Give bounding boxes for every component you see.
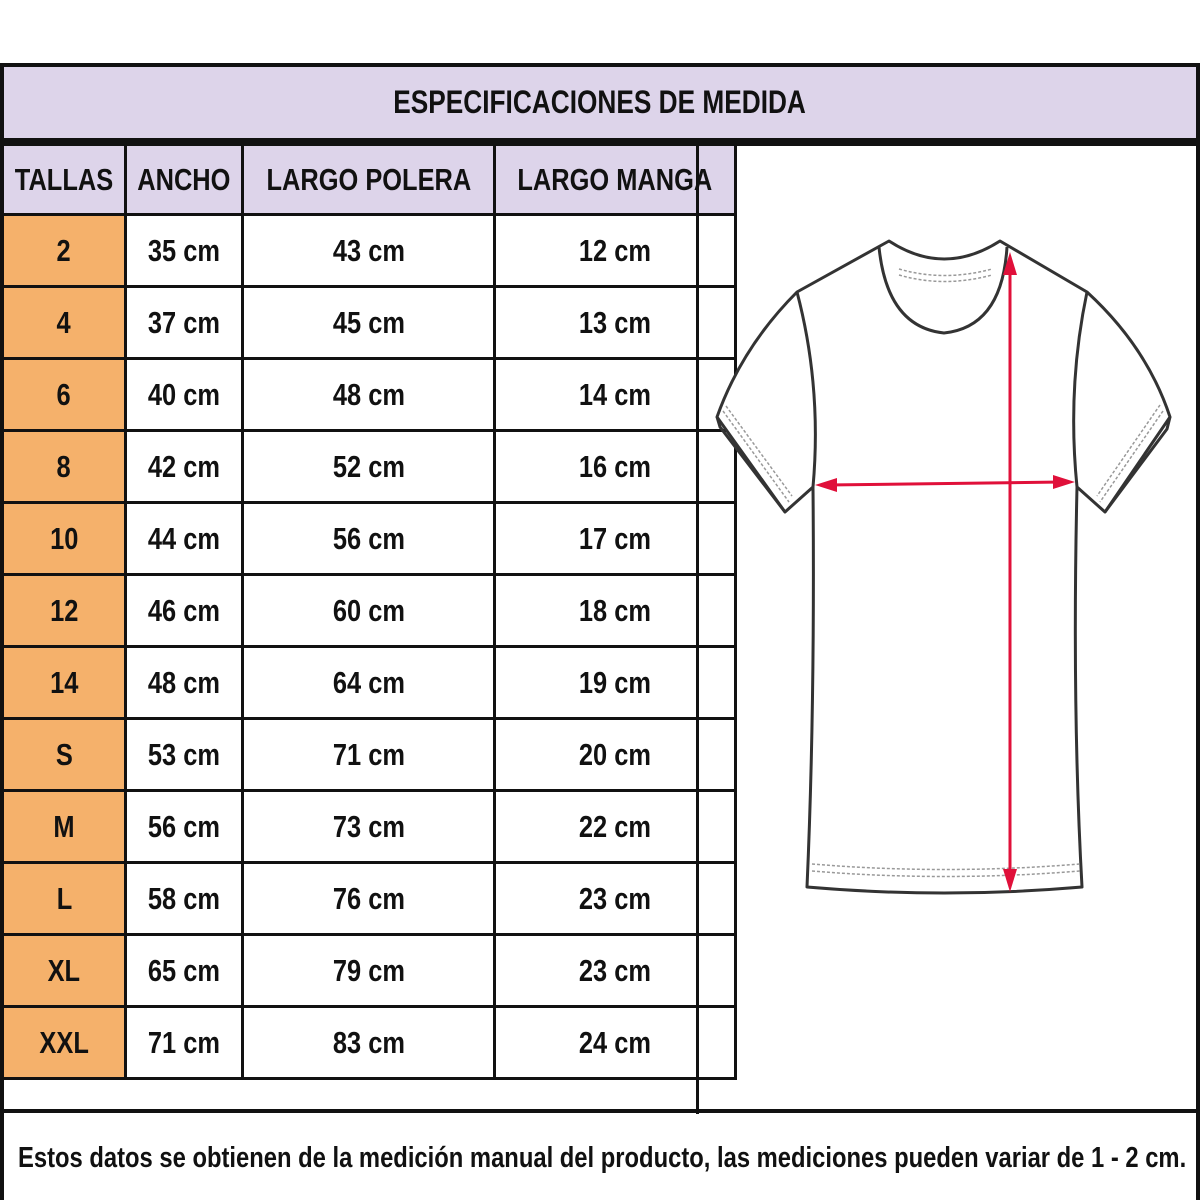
size-cell: XXL [4, 1005, 127, 1080]
chart-title: ESPECIFICACIONES DE MEDIDA [4, 67, 1196, 143]
size-cell: 4 [4, 285, 127, 360]
table-row: 12 46 cm 60 cm 18 cm [4, 573, 738, 648]
largo-manga-cell: 23 cm [493, 933, 738, 1008]
size-chart: ESPECIFICACIONES DE MEDIDA TALLAS ANCHO … [0, 63, 1200, 1200]
size-cell: S [4, 717, 127, 792]
tshirt-icon [715, 239, 1172, 895]
header-row: TALLAS ANCHO LARGO POLERA LARGO MANGA [4, 143, 738, 216]
largo-polera-cell: 83 cm [240, 1005, 497, 1080]
table-row: XL 65 cm 79 cm 23 cm [4, 933, 738, 1008]
table-row: 4 37 cm 45 cm 13 cm [4, 285, 738, 360]
ancho-cell: 53 cm [123, 717, 244, 792]
largo-polera-cell: 52 cm [240, 429, 497, 504]
size-cell: 10 [4, 501, 127, 576]
largo-polera-cell: 43 cm [240, 213, 497, 288]
size-cell: 12 [4, 573, 127, 648]
ancho-cell: 37 cm [123, 285, 244, 360]
ancho-cell: 71 cm [123, 1005, 244, 1080]
largo-manga-cell: 13 cm [493, 285, 738, 360]
size-cell: 6 [4, 357, 127, 432]
column-header: TALLAS [4, 143, 127, 216]
largo-polera-cell: 45 cm [240, 285, 497, 360]
ancho-cell: 40 cm [123, 357, 244, 432]
largo-polera-cell: 48 cm [240, 357, 497, 432]
size-cell: XL [4, 933, 127, 1008]
footer-note: Estos datos se obtienen de la medición m… [4, 1109, 1196, 1204]
largo-polera-cell: 60 cm [240, 573, 497, 648]
largo-polera-cell: 64 cm [240, 645, 497, 720]
ancho-cell: 44 cm [123, 501, 244, 576]
size-cell: M [4, 789, 127, 864]
ancho-cell: 42 cm [123, 429, 244, 504]
column-header: ANCHO [123, 143, 244, 216]
ancho-cell: 46 cm [123, 573, 244, 648]
largo-manga-cell: 24 cm [493, 1005, 738, 1080]
table-row: L 58 cm 76 cm 23 cm [4, 861, 738, 936]
largo-manga-cell: 23 cm [493, 861, 738, 936]
size-cell: 8 [4, 429, 127, 504]
ancho-cell: 65 cm [123, 933, 244, 1008]
ancho-cell: 58 cm [123, 861, 244, 936]
size-cell: L [4, 861, 127, 936]
table-row: M 56 cm 73 cm 22 cm [4, 789, 738, 864]
size-cell: 2 [4, 213, 127, 288]
size-cell: 14 [4, 645, 127, 720]
table-row: 6 40 cm 48 cm 14 cm [4, 357, 738, 432]
largo-polera-cell: 56 cm [240, 501, 497, 576]
table-row: 2 35 cm 43 cm 12 cm [4, 213, 738, 288]
ancho-cell: 35 cm [123, 213, 244, 288]
largo-polera-cell: 73 cm [240, 789, 497, 864]
tshirt-illustration [696, 143, 1199, 1114]
largo-polera-cell: 76 cm [240, 861, 497, 936]
table-row: S 53 cm 71 cm 20 cm [4, 717, 738, 792]
table-row: 10 44 cm 56 cm 17 cm [4, 501, 738, 576]
column-header: LARGO POLERA [240, 143, 497, 216]
measurement-arrows [815, 252, 1075, 892]
ancho-cell: 48 cm [123, 645, 244, 720]
largo-polera-cell: 79 cm [240, 933, 497, 1008]
table-row: XXL 71 cm 83 cm 24 cm [4, 1005, 738, 1080]
table-row: 8 42 cm 52 cm 16 cm [4, 429, 738, 504]
largo-polera-cell: 71 cm [240, 717, 497, 792]
table-row: 14 48 cm 64 cm 19 cm [4, 645, 738, 720]
ancho-cell: 56 cm [123, 789, 244, 864]
